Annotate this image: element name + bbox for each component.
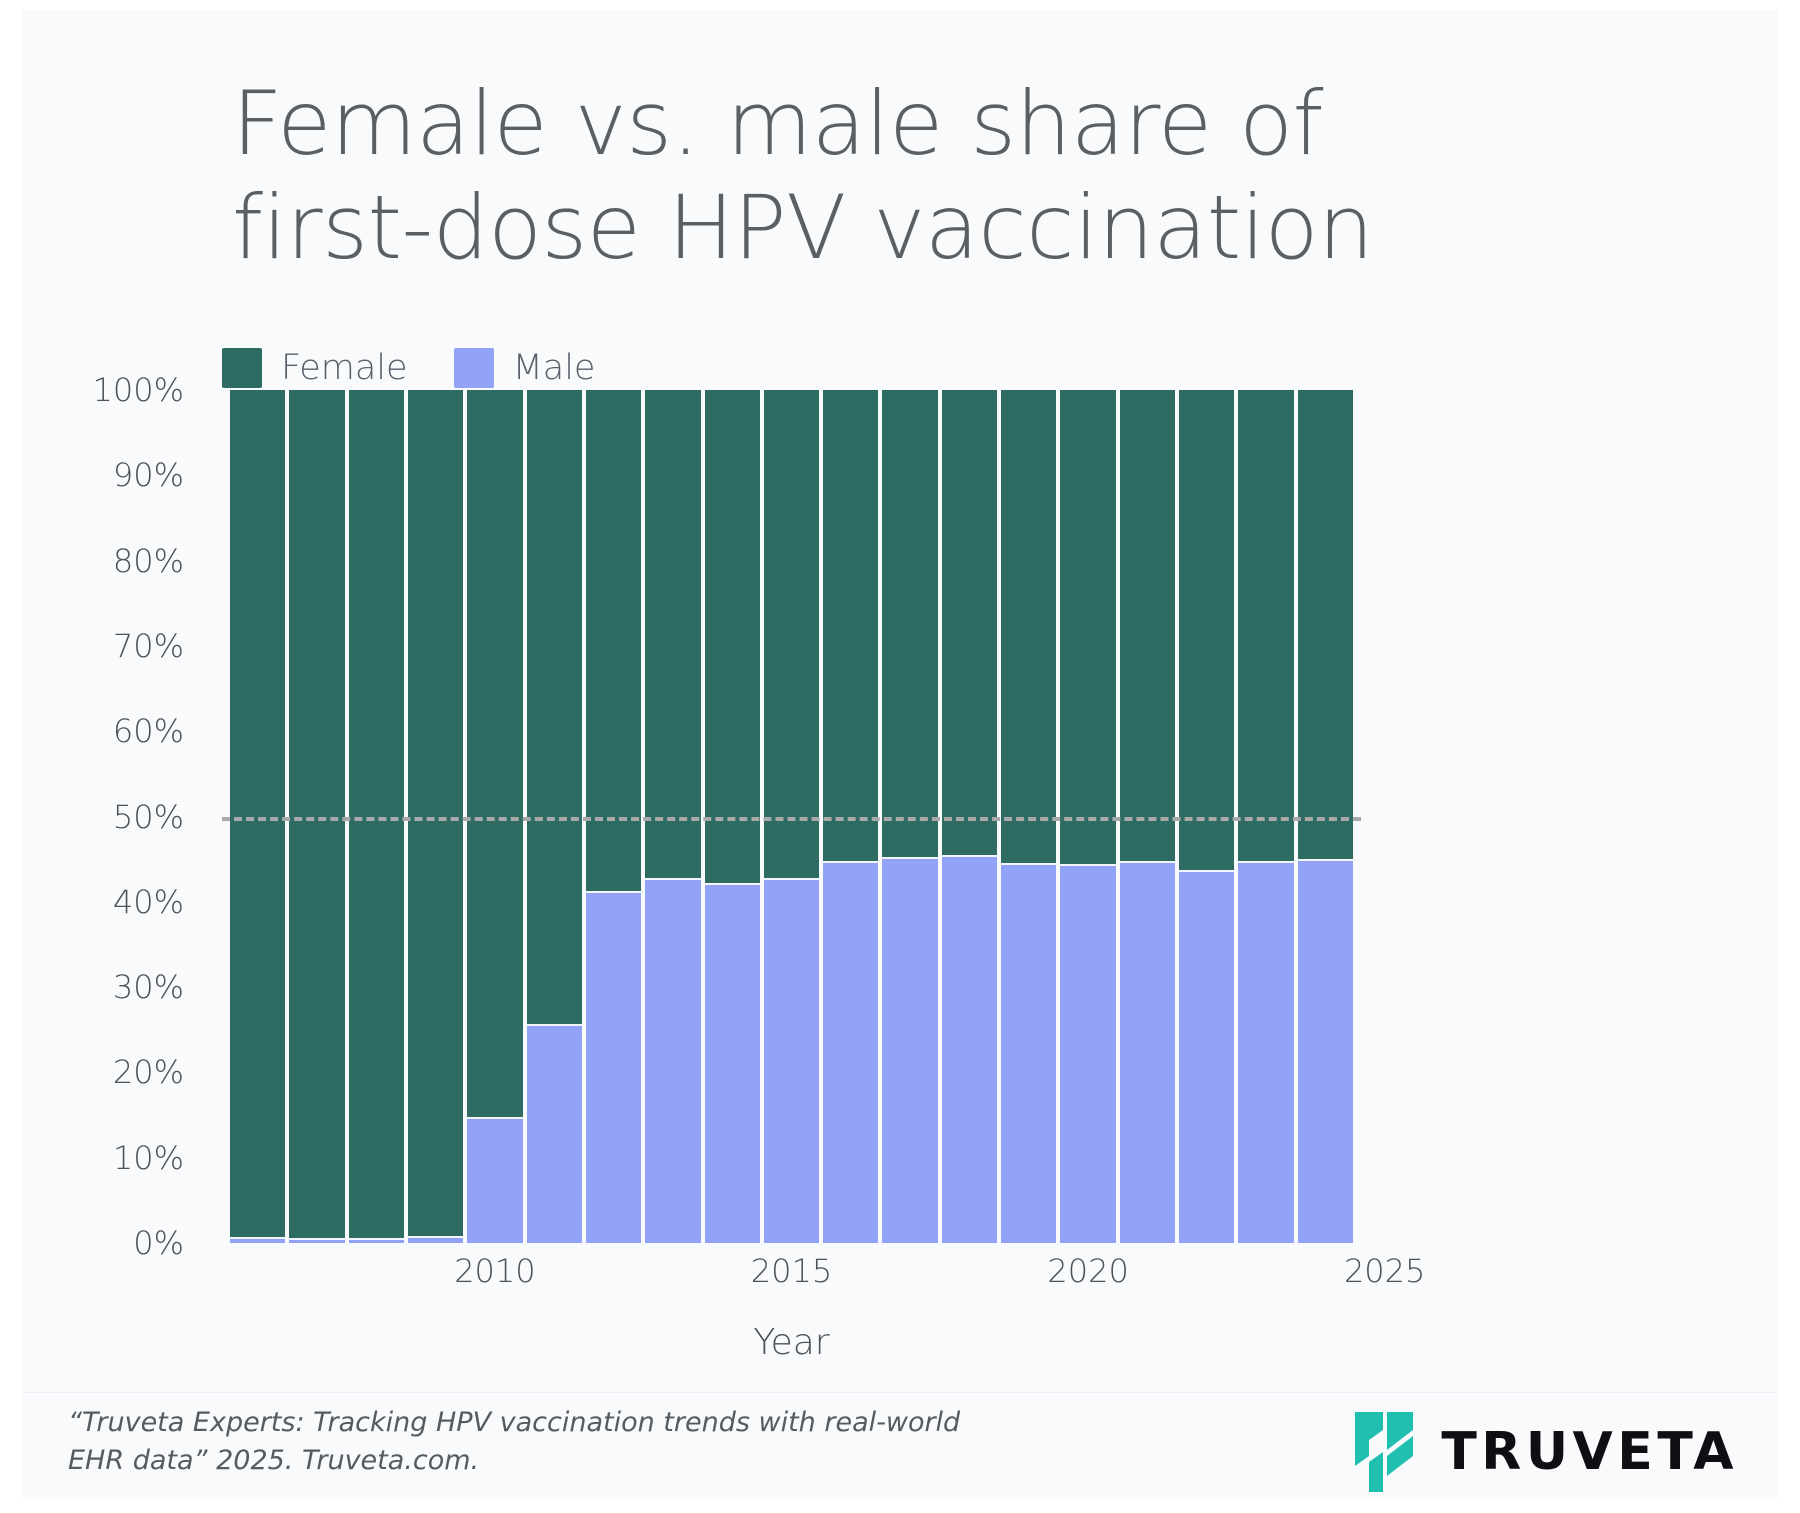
bar-segment-female — [1297, 390, 1353, 861]
bar-segment-male — [1179, 871, 1235, 1243]
page-edge-top — [0, 0, 1800, 10]
bar-segment-male — [348, 1239, 404, 1243]
bar-segment-female — [704, 390, 760, 885]
bar-segment-male — [704, 884, 760, 1243]
bar-2012[interactable] — [583, 390, 644, 1243]
x-axis: 2010 2015 2020 2025 — [228, 1252, 1425, 1312]
y-axis-tick-label: 50% — [112, 797, 184, 836]
bar-2008[interactable] — [346, 390, 406, 1243]
bar-2022[interactable] — [1177, 390, 1237, 1243]
bar-2014[interactable] — [702, 390, 762, 1243]
bar-segment-female — [289, 390, 345, 1240]
bar-segment-female — [467, 390, 523, 1120]
bar-2009[interactable] — [405, 390, 466, 1243]
bar-2006[interactable] — [228, 390, 288, 1243]
bar-segment-male — [823, 863, 879, 1243]
page-edge-bottom — [0, 1499, 1800, 1513]
x-axis-tick-label: 2015 — [750, 1252, 833, 1290]
bar-segment-male — [526, 1025, 582, 1243]
page-edge-right — [1778, 0, 1800, 1513]
bar-2010[interactable] — [465, 390, 525, 1243]
bar-segment-female — [823, 390, 879, 864]
y-axis-tick-label: 30% — [112, 968, 184, 1007]
y-axis-tick-label: 0% — [133, 1224, 184, 1262]
y-axis: 0% 10% 20% 30% 40% 50% 60% 70% 80% 90% 100% — [0, 371, 210, 1262]
bar-segment-male — [1297, 860, 1353, 1243]
truveta-logo-mark-icon — [1353, 1410, 1415, 1494]
chart-legend: Female Male — [222, 348, 595, 388]
bar-segment-male — [585, 893, 642, 1243]
legend-label-female: Female — [281, 348, 408, 388]
bar-segment-male — [407, 1237, 464, 1243]
bar-segment-female — [526, 390, 582, 1026]
bar-2017[interactable] — [880, 390, 940, 1243]
bar-segment-male — [1060, 865, 1116, 1243]
bar-segment-male — [1238, 863, 1294, 1243]
bar-segment-female — [763, 390, 820, 881]
x-axis-tick-label: 2010 — [454, 1252, 536, 1290]
bar-segment-male — [467, 1119, 523, 1243]
bar-segment-male — [1119, 863, 1175, 1243]
bar-segment-male — [230, 1238, 286, 1243]
y-axis-tick-label: 10% — [112, 1138, 184, 1177]
bar-segment-female — [348, 390, 404, 1240]
y-axis-tick-label: 40% — [112, 882, 184, 921]
bar-segment-female — [1119, 390, 1175, 864]
legend-swatch-male — [453, 348, 494, 388]
source-attribution: “Truveta Experts: Tracking HPV vaccinati… — [68, 1407, 961, 1477]
y-axis-tick-label: 80% — [112, 541, 184, 580]
legend-item-female[interactable]: Female — [222, 348, 408, 388]
bar-segment-male — [1001, 865, 1057, 1243]
chart-title: Female vs. male share of first-dose HPV … — [232, 72, 1374, 279]
bar-2019[interactable] — [999, 390, 1059, 1243]
legend-item-male[interactable]: Male — [453, 348, 596, 388]
bar-segment-female — [941, 390, 998, 858]
bar-2015[interactable] — [761, 390, 822, 1243]
legend-swatch-female — [222, 348, 262, 388]
bar-segment-male — [645, 880, 701, 1243]
legend-label-male: Male — [512, 348, 596, 388]
bar-segment-male — [289, 1239, 345, 1243]
x-axis-title: Year — [753, 1322, 830, 1363]
page-edge-left — [0, 0, 22, 1513]
truveta-logo-text: TRUVETA — [1441, 1422, 1738, 1482]
bar-segment-female — [585, 390, 642, 894]
bar-2013[interactable] — [643, 390, 703, 1243]
bar-segment-male — [941, 857, 998, 1243]
bar-segment-female — [1001, 390, 1057, 866]
y-axis-tick-label: 70% — [112, 626, 184, 665]
bar-2020[interactable] — [1058, 390, 1118, 1243]
bar-segment-female — [1060, 390, 1116, 866]
bar-2024[interactable] — [1295, 390, 1355, 1243]
bar-2011[interactable] — [524, 390, 584, 1243]
bar-2023[interactable] — [1236, 390, 1296, 1243]
y-axis-tick-label: 100% — [92, 371, 184, 409]
bar-segment-male — [882, 859, 938, 1243]
bar-segment-male — [763, 880, 820, 1243]
truveta-logo: TRUVETA — [1353, 1410, 1738, 1494]
plot-area — [222, 390, 1361, 1243]
footer-divider — [22, 1392, 1778, 1393]
y-axis-tick-label: 90% — [112, 456, 184, 495]
x-axis-tick-label: 2025 — [1343, 1252, 1426, 1290]
x-axis-tick-label: 2020 — [1047, 1252, 1129, 1290]
bar-2007[interactable] — [287, 390, 347, 1243]
y-axis-tick-label: 20% — [112, 1053, 184, 1092]
y-axis-tick-label: 60% — [112, 712, 184, 751]
bar-segment-female — [1238, 390, 1294, 864]
bar-segment-female — [407, 390, 464, 1238]
bar-2018[interactable] — [939, 390, 1000, 1243]
bar-segment-female — [882, 390, 938, 860]
bar-segment-female — [1179, 390, 1235, 872]
bar-2016[interactable] — [821, 390, 881, 1243]
bar-segment-female — [230, 390, 286, 1239]
bar-2021[interactable] — [1117, 390, 1177, 1243]
bar-segment-female — [645, 390, 701, 881]
